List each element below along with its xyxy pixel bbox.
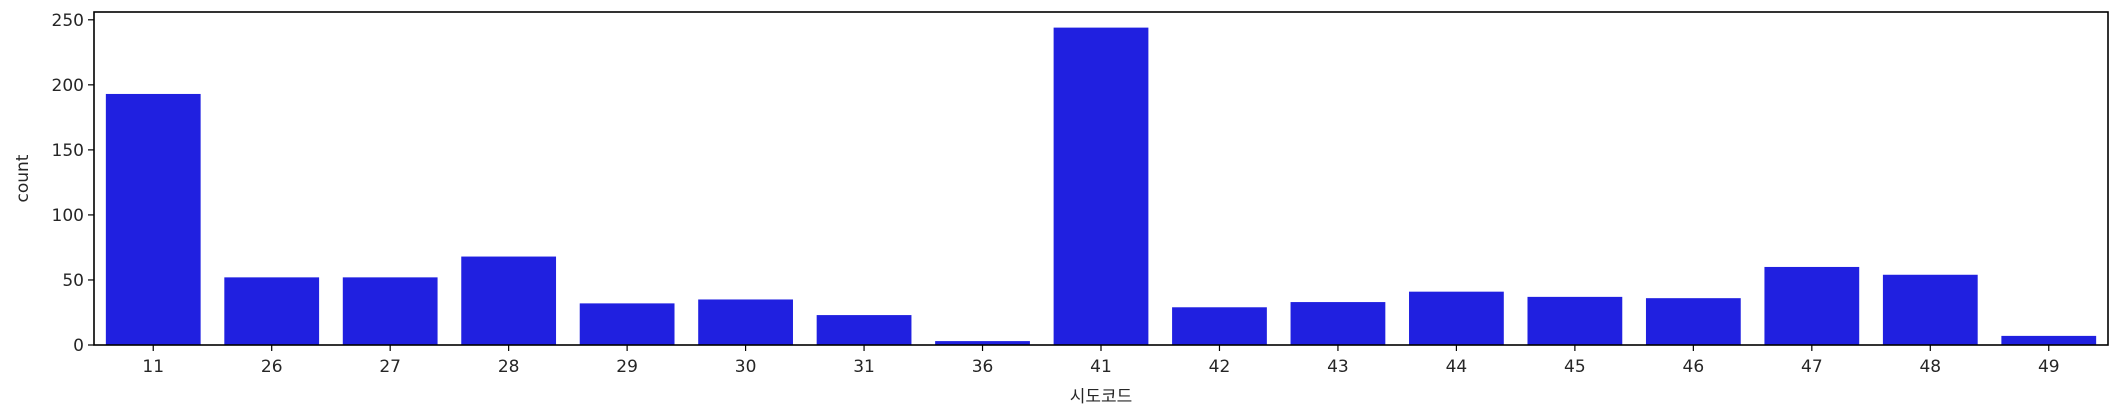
- bar-49: [2001, 335, 2097, 345]
- bars-group: [105, 27, 2097, 346]
- y-axis-label: count: [13, 154, 33, 202]
- bar-29: [579, 303, 675, 346]
- x-tick-label: 31: [853, 357, 875, 377]
- y-tick-label: 150: [52, 141, 84, 161]
- bar-44: [1409, 291, 1504, 345]
- plot-frame: [93, 11, 2109, 346]
- x-tick-label: 26: [261, 357, 283, 377]
- y-tick-label: 250: [52, 11, 84, 31]
- y-tick-label: 100: [52, 206, 84, 226]
- x-tick-label: 47: [1801, 357, 1823, 377]
- bar-27: [342, 277, 438, 345]
- x-tick-label: 42: [1209, 357, 1231, 377]
- x-tick-label: 11: [142, 357, 164, 377]
- x-axis-ticks: 11 26 27 28 29 30 31 36 41 42 43 44 45 46 47 48 49: [142, 345, 2060, 377]
- bar-26: [224, 277, 320, 345]
- bar-47: [1764, 266, 1860, 345]
- x-tick-label: 30: [735, 357, 757, 377]
- bar-36: [935, 341, 1030, 345]
- bar-30: [698, 299, 793, 345]
- x-tick-label: 29: [616, 357, 638, 377]
- x-tick-label: 36: [972, 357, 994, 377]
- y-tick-label: 200: [52, 76, 84, 96]
- x-tick-label: 41: [1090, 357, 1112, 377]
- x-tick-label: 45: [1564, 357, 1586, 377]
- bar-45: [1527, 296, 1623, 345]
- bar-28: [461, 256, 557, 345]
- x-tick-label: 48: [1919, 357, 1941, 377]
- bar-41: [1053, 27, 1149, 346]
- y-tick-label: 50: [62, 271, 84, 291]
- bar-11: [105, 93, 201, 345]
- x-tick-label: 49: [2038, 357, 2060, 377]
- bar-31: [816, 315, 912, 345]
- y-tick-label: 0: [73, 336, 84, 356]
- bar-42: [1172, 307, 1267, 345]
- y-axis-ticks: 0 50 100 150 200 250: [52, 11, 94, 356]
- bar-48: [1882, 274, 1978, 345]
- x-tick-label: 46: [1683, 357, 1705, 377]
- x-axis-label: 시도코드: [1070, 387, 1133, 407]
- x-tick-label: 44: [1446, 357, 1468, 377]
- x-tick-label: 28: [498, 357, 520, 377]
- bar-43: [1290, 302, 1386, 345]
- x-tick-label: 27: [379, 357, 401, 377]
- bar-46: [1645, 298, 1741, 345]
- x-tick-label: 43: [1327, 357, 1349, 377]
